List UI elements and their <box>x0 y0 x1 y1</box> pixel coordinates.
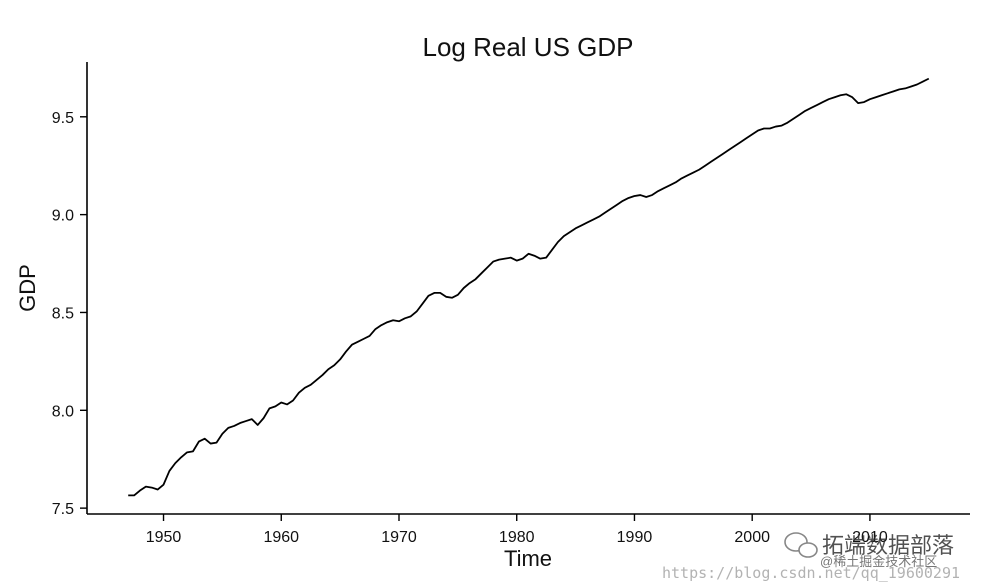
x-axis-ticks: 1950 1960 1970 1980 1990 2000 2010 <box>146 514 888 546</box>
y-tick-label: 9.5 <box>52 110 74 127</box>
y-tick-label: 8.0 <box>52 403 74 420</box>
x-tick-label: 2000 <box>734 529 770 546</box>
chart-title: Log Real US GDP <box>423 32 634 62</box>
x-tick-label: 1960 <box>263 529 299 546</box>
gdp-series-line <box>128 77 930 497</box>
x-tick-label: 2010 <box>852 529 888 546</box>
wechat-icon <box>784 532 818 558</box>
watermark-sub: @稀土掘金技术社区 <box>820 554 937 569</box>
x-tick-label: 1950 <box>146 529 182 546</box>
x-tick-label: 1970 <box>381 529 417 546</box>
y-axis-ticks: 7.5 8.0 8.5 9.0 9.5 <box>52 110 87 518</box>
y-tick-label: 9.0 <box>52 208 74 225</box>
y-tick-label: 8.5 <box>52 305 74 322</box>
x-tick-label: 1990 <box>617 529 653 546</box>
watermark: 拓端数据部落 @稀土掘金技术社区 https://blog.csdn.net/q… <box>662 532 960 582</box>
watermark-url: https://blog.csdn.net/qq_19600291 <box>662 564 960 582</box>
y-tick-label: 7.5 <box>52 501 74 518</box>
x-tick-label: 1980 <box>499 529 535 546</box>
watermark-brand: 拓端数据部落 <box>822 533 954 558</box>
x-axis-label: Time <box>504 546 552 571</box>
y-axis-label: GDP <box>15 264 40 312</box>
